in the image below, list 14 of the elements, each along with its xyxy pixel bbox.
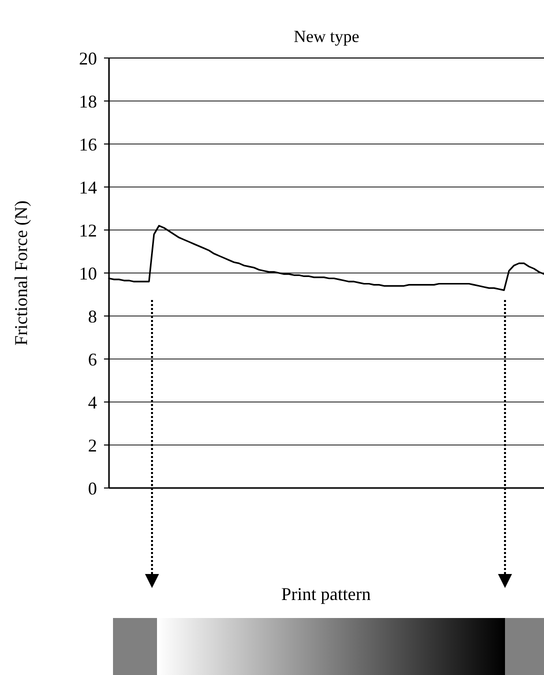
y-tick-label: 10 [79,263,97,284]
y-tick-label: 6 [88,349,97,370]
y-tick-label: 20 [79,48,97,68]
y-tick-label: 14 [79,177,97,198]
y-tick-label: 4 [88,392,97,412]
y-tick-label: 12 [79,220,97,240]
y-tick-label: 0 [88,478,97,498]
y-tick-label: 8 [88,306,97,326]
y-tick-label: 18 [79,91,97,112]
text: Print pattern [281,584,371,604]
y-tick-label: 2 [88,435,97,456]
chart-title: New type [294,27,360,46]
y-tick-label: 16 [79,134,97,154]
y-axis-title: Frictional Force (N) [11,200,31,346]
